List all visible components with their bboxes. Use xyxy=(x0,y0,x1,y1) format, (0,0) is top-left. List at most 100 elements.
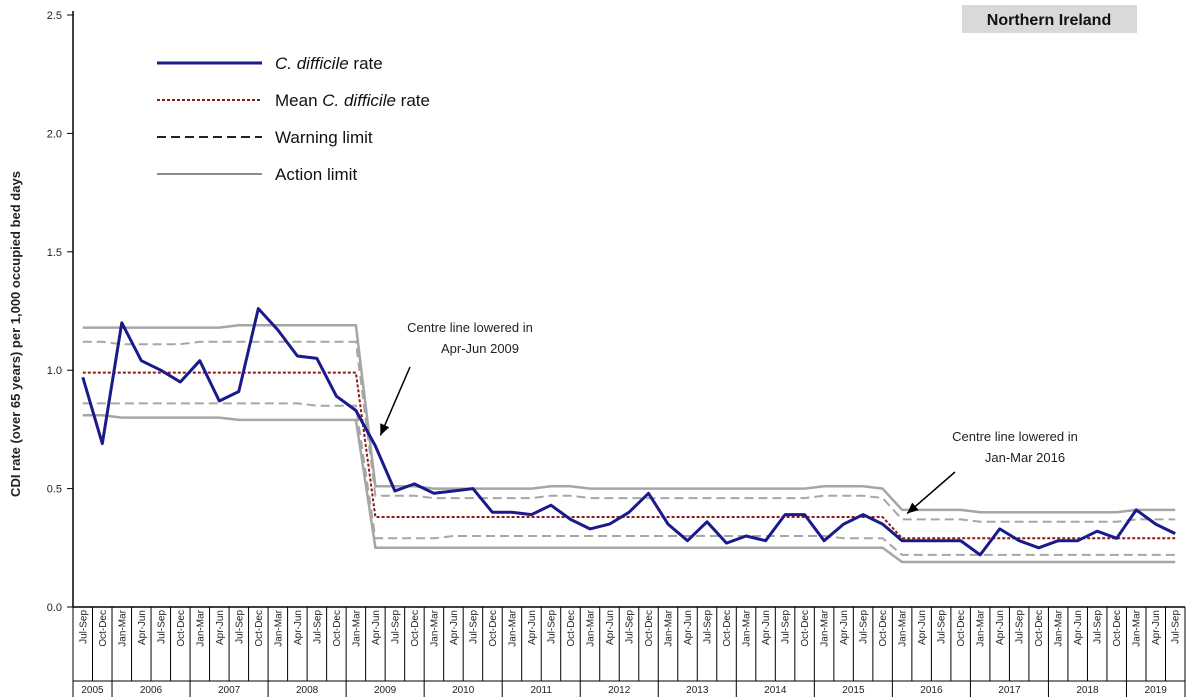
quarter-label: Oct-Dec xyxy=(176,610,187,647)
legend-label-part: Warning limit xyxy=(275,128,373,147)
quarter-label: Jul-Sep xyxy=(390,610,401,644)
legend-label: Action limit xyxy=(275,165,357,184)
warning-limit-lower xyxy=(82,402,1176,556)
chart-title: Northern Ireland xyxy=(987,12,1111,29)
year-label: 2011 xyxy=(530,685,552,696)
legend-label: Mean C. difficile rate xyxy=(275,91,430,110)
legend-label-part: Mean xyxy=(275,91,322,110)
quarter-label: Jul-Sep xyxy=(234,610,245,644)
year-label: 2013 xyxy=(686,685,709,696)
year-label: 2019 xyxy=(1145,685,1168,696)
legend-label-part: Action limit xyxy=(275,165,357,184)
quarter-label: Apr-Jun xyxy=(449,610,460,645)
quarter-label: Apr-Jun xyxy=(293,610,304,645)
legend-label-part: rate xyxy=(349,54,383,73)
year-label: 2010 xyxy=(452,685,475,696)
annotations: Centre line lowered in Apr-Jun 2009 Centre… xyxy=(379,320,1078,515)
legend-label: Warning limit xyxy=(275,128,373,147)
quarter-label: Apr-Jun xyxy=(1151,610,1162,645)
quarter-label: Jul-Sep xyxy=(547,610,558,644)
quarter-label: Jan-Mar xyxy=(976,609,987,646)
y-tick-label: 0.0 xyxy=(47,602,62,614)
quarter-label: Jan-Mar xyxy=(898,609,909,646)
year-label: 2007 xyxy=(218,685,241,696)
quarter-label: Apr-Jun xyxy=(683,610,694,645)
quarter-label: Oct-Dec xyxy=(254,610,265,647)
quarter-label: Oct-Dec xyxy=(1112,610,1123,647)
rate-series xyxy=(81,307,1176,557)
quarter-label: Oct-Dec xyxy=(1034,610,1045,647)
quarter-label: Jan-Mar xyxy=(429,609,440,646)
legend-label-part: rate xyxy=(396,91,430,110)
quarter-label: Jul-Sep xyxy=(1015,610,1026,644)
quarter-label: Jul-Sep xyxy=(156,610,167,644)
y-tick-label: 2.5 xyxy=(47,10,62,22)
quarter-label: Jul-Sep xyxy=(312,610,323,644)
year-label: 2014 xyxy=(764,685,787,696)
quarter-label: Jan-Mar xyxy=(117,609,128,646)
y-axis-label: CDI rate (over 65 years) per 1,000 occup… xyxy=(8,171,23,497)
quarter-label: Oct-Dec xyxy=(98,610,109,647)
annotation-text: Centre line lowered in xyxy=(952,429,1078,444)
year-label: 2012 xyxy=(608,685,631,696)
quarter-label: Apr-Jun xyxy=(995,610,1006,645)
quarter-label: Jan-Mar xyxy=(507,609,518,646)
annotation-text: Apr-Jun 2009 xyxy=(441,341,519,356)
quarter-label: Jul-Sep xyxy=(468,610,479,644)
quarter-label: Oct-Dec xyxy=(566,610,577,647)
quarter-label: Apr-Jun xyxy=(527,610,538,645)
quarter-label: Apr-Jun xyxy=(761,610,772,645)
y-tick-label: 0.5 xyxy=(47,484,62,496)
quarter-label: Apr-Jun xyxy=(137,610,148,645)
year-label: 2005 xyxy=(81,685,104,696)
quarter-label: Jul-Sep xyxy=(1171,610,1182,644)
action-limit-upper xyxy=(82,323,1176,514)
quarter-label: Apr-Jun xyxy=(1073,610,1084,645)
quarter-label: Jan-Mar xyxy=(586,609,597,646)
quarter-label: Jul-Sep xyxy=(937,610,948,644)
legend-label: C. difficile rate xyxy=(275,54,383,73)
quarter-label: Jan-Mar xyxy=(820,609,831,646)
quarter-label: Jan-Mar xyxy=(742,609,753,646)
year-label: 2008 xyxy=(296,685,319,696)
y-tick-label: 1.0 xyxy=(47,365,62,377)
annotation-arrow xyxy=(379,366,411,436)
quarter-label: Oct-Dec xyxy=(332,610,343,647)
warning-limit-upper xyxy=(82,340,1176,523)
quarter-label: Jul-Sep xyxy=(1093,610,1104,644)
quarter-label: Apr-Jun xyxy=(215,610,226,645)
year-label: 2016 xyxy=(920,685,943,696)
quarter-label: Oct-Dec xyxy=(878,610,889,647)
quarter-label: Jul-Sep xyxy=(859,610,870,644)
quarter-label: Jul-Sep xyxy=(781,610,792,644)
year-label: 2006 xyxy=(140,685,163,696)
year-label: 2015 xyxy=(842,685,865,696)
control-limits xyxy=(82,323,1176,564)
quarter-label: Jan-Mar xyxy=(1132,609,1143,646)
y-tick-label: 2.0 xyxy=(47,128,62,140)
quarter-label: Apr-Jun xyxy=(605,610,616,645)
quarter-label: Oct-Dec xyxy=(956,610,967,647)
year-label: 2018 xyxy=(1076,685,1099,696)
axes: 0.0 0.5 1.0 1.5 2.0 2.5 xyxy=(47,10,1186,697)
quarter-label: Jul-Sep xyxy=(625,610,636,644)
cdi-rate-line xyxy=(81,307,1176,557)
quarter-label: Oct-Dec xyxy=(800,610,811,647)
annotation-text: Centre line lowered in xyxy=(407,320,533,335)
x-axis-labels: Jul-Sep Oct-Dec Jan-Mar Apr-Jun Jul-Sep Oct-D… xyxy=(78,609,1181,696)
y-tick-label: 1.5 xyxy=(47,247,62,259)
quarter-label: Jan-Mar xyxy=(351,609,362,646)
legend-label-part: C. difficile xyxy=(275,54,349,73)
quarter-label: Jan-Mar xyxy=(273,609,284,646)
quarter-label: Jan-Mar xyxy=(195,609,206,646)
year-label: 2017 xyxy=(998,685,1021,696)
quarter-label: Apr-Jun xyxy=(917,610,928,645)
annotation-arrowhead xyxy=(907,502,919,514)
annotation-arrowhead xyxy=(380,423,390,436)
quarter-label: Jul-Sep xyxy=(703,610,714,644)
annotation-text: Jan-Mar 2016 xyxy=(985,450,1065,465)
quarter-label: Oct-Dec xyxy=(722,610,733,647)
quarter-label: Jan-Mar xyxy=(664,609,675,646)
legend-label-part: C. difficile xyxy=(322,91,396,110)
